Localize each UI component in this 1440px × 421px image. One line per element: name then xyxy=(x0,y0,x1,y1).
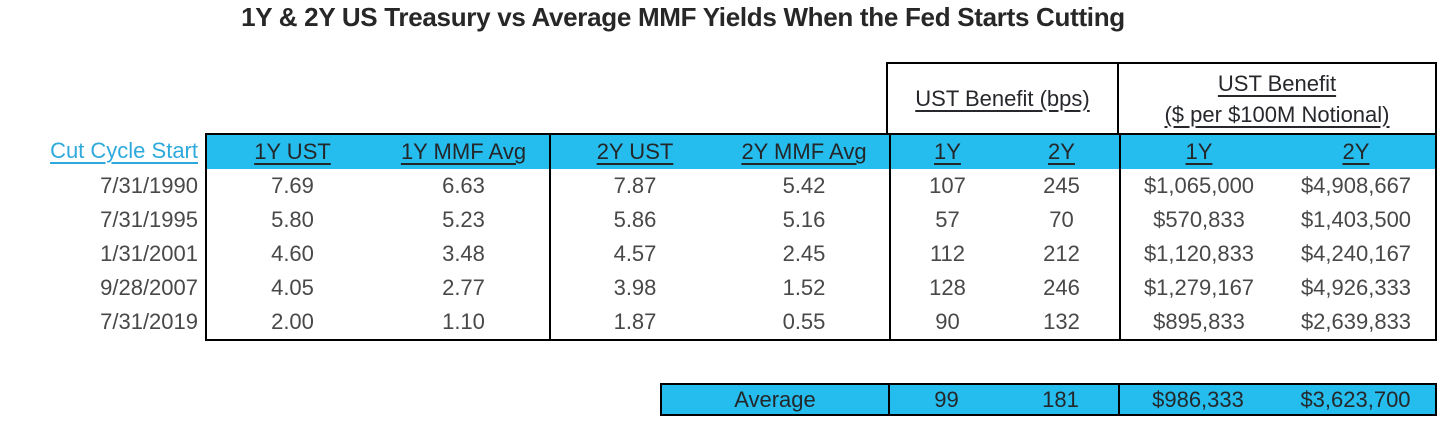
table-cell: $570,833 xyxy=(1119,203,1277,237)
table-cell: 1.10 xyxy=(442,309,485,334)
average-cell: 99 xyxy=(888,385,1003,414)
table-cell: 7.87 xyxy=(549,169,719,203)
column-header: 2Y MMF Avg xyxy=(741,139,867,164)
table-cell: 246 xyxy=(1043,275,1080,300)
table-cell: 5.16 xyxy=(782,207,826,232)
table-cell: $4,240,167 xyxy=(1300,241,1412,266)
group-header-dollar-line2: ($ per $100M Notional) xyxy=(1164,101,1390,127)
table-cell: $4,926,333 xyxy=(1300,275,1412,300)
group-header-ust-benefit-bps: UST Benefit (bps) xyxy=(886,62,1119,133)
row-label-header: Cut Cycle Start xyxy=(6,133,198,169)
table-cell: $2,639,833 xyxy=(1300,309,1412,334)
table-cell: 5.42 xyxy=(782,173,826,198)
average-label: Average xyxy=(734,386,816,412)
table-cell: 132 xyxy=(1043,309,1080,334)
table-cell: 2.45 xyxy=(782,241,826,266)
table-cell: 57 xyxy=(889,203,1004,237)
table-cell: 90 xyxy=(889,305,1004,339)
column-header: 1Y UST xyxy=(254,139,331,164)
table-cell: 112 xyxy=(889,237,1004,271)
table-row: 4.60 3.48 4.57 2.45 112 212 $1,120,833 $… xyxy=(207,237,1435,271)
table-cell: 1.52 xyxy=(782,275,826,300)
table-cell: $1,279,167 xyxy=(1119,271,1277,305)
group-header-dollar-line1: UST Benefit xyxy=(1217,70,1337,96)
average-cell: $986,333 xyxy=(1118,385,1276,414)
table-cell: 5.23 xyxy=(442,207,485,232)
table-cell: 4.57 xyxy=(549,237,719,271)
date-cell: 7/31/1990 xyxy=(100,173,198,198)
average-cell: $3,623,700 xyxy=(1300,386,1411,412)
table-cell: 128 xyxy=(889,271,1004,305)
group-header-ust-benefit-dollar: UST Benefit ($ per $100M Notional) xyxy=(1117,62,1437,133)
date-cell: 7/31/1995 xyxy=(100,207,198,232)
column-header: 1Y xyxy=(889,135,1004,169)
table-cell: $1,403,500 xyxy=(1300,207,1412,232)
cut-cycle-start-label: Cut Cycle Start xyxy=(50,138,198,163)
data-table: 1Y UST 1Y MMF Avg 2Y UST 2Y MMF Avg 1Y 2… xyxy=(205,133,1437,341)
table-cell: 107 xyxy=(889,169,1004,203)
column-header: 2Y UST xyxy=(549,135,719,169)
table-row: 7.69 6.63 7.87 5.42 107 245 $1,065,000 $… xyxy=(207,169,1435,203)
page-title: 1Y & 2Y US Treasury vs Average MMF Yield… xyxy=(241,2,1125,32)
table-cell: 5.80 xyxy=(271,207,314,232)
table-row: 5.80 5.23 5.86 5.16 57 70 $570,833 $1,40… xyxy=(207,203,1435,237)
table-cell: 3.98 xyxy=(549,271,719,305)
table-cell: 4.05 xyxy=(271,275,314,300)
column-header-row: 1Y UST 1Y MMF Avg 2Y UST 2Y MMF Avg 1Y 2… xyxy=(207,135,1435,169)
table-cell: $895,833 xyxy=(1119,305,1277,339)
table-cell: 2.77 xyxy=(442,275,485,300)
table-cell: 2.00 xyxy=(271,309,314,334)
date-cell: 9/28/2007 xyxy=(100,275,198,300)
table-cell: 6.63 xyxy=(442,173,485,198)
date-cell: 7/31/2019 xyxy=(100,309,198,334)
average-cell: 181 xyxy=(1042,386,1079,412)
date-cell: 1/31/2001 xyxy=(100,241,198,266)
column-header: 2Y xyxy=(1342,139,1370,164)
group-header-bps-label: UST Benefit (bps) xyxy=(915,85,1090,111)
column-header: 1Y MMF Avg xyxy=(400,139,527,164)
table-cell: 4.60 xyxy=(271,241,314,266)
table-cell: 3.48 xyxy=(442,241,485,266)
table-cell: 0.55 xyxy=(782,309,826,334)
table-cell: $1,065,000 xyxy=(1119,169,1277,203)
table-cell: 5.86 xyxy=(549,203,719,237)
table-row: 4.05 2.77 3.98 1.52 128 246 $1,279,167 $… xyxy=(207,271,1435,305)
table-cell: $4,908,667 xyxy=(1300,173,1412,198)
table-cell: $1,120,833 xyxy=(1119,237,1277,271)
average-row: Average 99 181 $986,333 $3,623,700 xyxy=(660,383,1437,416)
column-header: 1Y xyxy=(1119,135,1277,169)
table-cell: 245 xyxy=(1043,173,1080,198)
date-column: 7/31/1990 7/31/1995 1/31/2001 9/28/2007 … xyxy=(0,169,198,339)
table-row: 2.00 1.10 1.87 0.55 90 132 $895,833 $2,6… xyxy=(207,305,1435,339)
column-header: 2Y xyxy=(1048,139,1075,164)
table-cell: 212 xyxy=(1043,241,1080,266)
table-cell: 70 xyxy=(1049,207,1074,232)
table-cell: 1.87 xyxy=(549,305,719,339)
table-cell: 7.69 xyxy=(271,173,314,198)
